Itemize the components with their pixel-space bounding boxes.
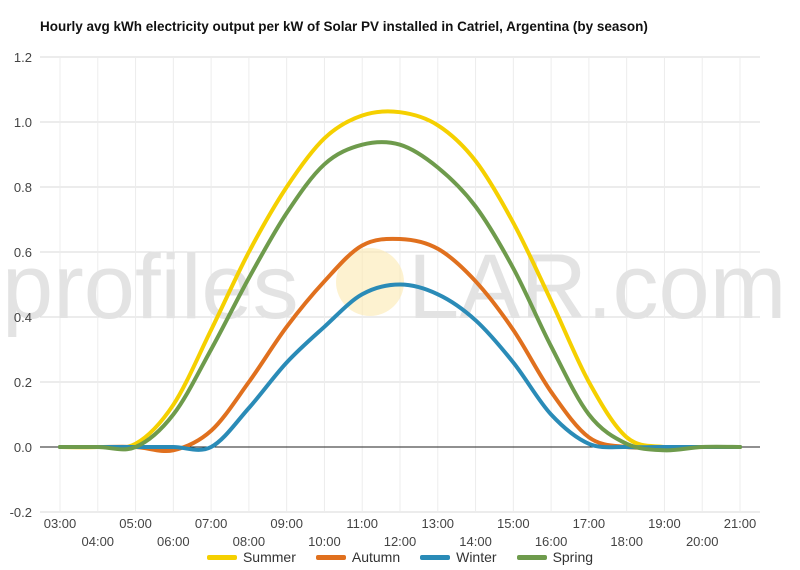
series-lines — [58, 109, 742, 453]
x-tick-label: 08:00 — [233, 534, 266, 549]
x-tick-label: 15:00 — [497, 516, 530, 531]
x-tick-label: 17:00 — [573, 516, 606, 531]
watermark-text-left: profiles — [2, 236, 299, 338]
y-tick-label: 0.6 — [14, 245, 32, 260]
x-tick-label: 16:00 — [535, 534, 568, 549]
x-tick-label: 06:00 — [157, 534, 190, 549]
series-line-spring — [58, 140, 742, 453]
legend-swatch-winter — [420, 554, 451, 560]
x-tick-label: 04:00 — [82, 534, 115, 549]
x-axis-tick-labels: 03:00 05:00 07:00 09:00 11:00 13:00 15:00 17:00… — [44, 516, 757, 549]
y-tick-label: 0.0 — [14, 440, 32, 455]
legend-label-summer: Summer — [242, 549, 296, 565]
x-tick-label: 03:00 — [44, 516, 77, 531]
y-axis-tick-labels: 1.2 1.0 0.8 0.6 0.4 0.2 0.0 -0.2 — [10, 50, 32, 520]
x-tick-label: 10:00 — [308, 534, 341, 549]
x-tick-label: 19:00 — [648, 516, 681, 531]
legend-item-autumn[interactable]: Autumn — [315, 549, 401, 565]
y-tick-label: 0.4 — [14, 310, 32, 325]
x-tick-label: 21:00 — [724, 516, 757, 531]
legend-swatch-spring — [516, 554, 547, 560]
x-tick-label: 12:00 — [384, 534, 417, 549]
x-tick-label: 18:00 — [610, 534, 643, 549]
x-tick-label: 09:00 — [270, 516, 303, 531]
legend-item-spring[interactable]: Spring — [516, 549, 594, 565]
y-tick-label: 0.8 — [14, 180, 32, 195]
legend-label-autumn: Autumn — [351, 549, 401, 565]
watermark: profiles LAR.com — [2, 236, 786, 338]
y-tick-label: 1.2 — [14, 50, 32, 65]
chart-legend: Summer Autumn Winter Spring — [0, 549, 800, 565]
legend-item-winter[interactable]: Winter — [420, 549, 497, 565]
x-tick-label: 11:00 — [346, 516, 378, 531]
watermark-text-right: LAR.com — [408, 236, 786, 338]
legend-label-winter: Winter — [456, 549, 497, 565]
y-tick-label: 1.0 — [14, 115, 32, 130]
legend-item-summer[interactable]: Summer — [206, 549, 296, 565]
legend-label-spring: Spring — [552, 549, 594, 565]
legend-swatch-autumn — [315, 554, 346, 560]
x-tick-label: 13:00 — [422, 516, 455, 531]
x-tick-label: 07:00 — [195, 516, 228, 531]
x-tick-label: 20:00 — [686, 534, 719, 549]
legend-swatch-summer — [206, 554, 237, 560]
x-tick-label: 05:00 — [119, 516, 152, 531]
y-tick-label: -0.2 — [10, 505, 32, 520]
series-line-winter — [58, 282, 742, 452]
chart-title: Hourly avg kWh electricity output per kW… — [40, 19, 648, 34]
x-tick-label: 14:00 — [459, 534, 492, 549]
series-line-summer — [58, 109, 742, 450]
y-tick-label: 0.2 — [14, 375, 32, 390]
